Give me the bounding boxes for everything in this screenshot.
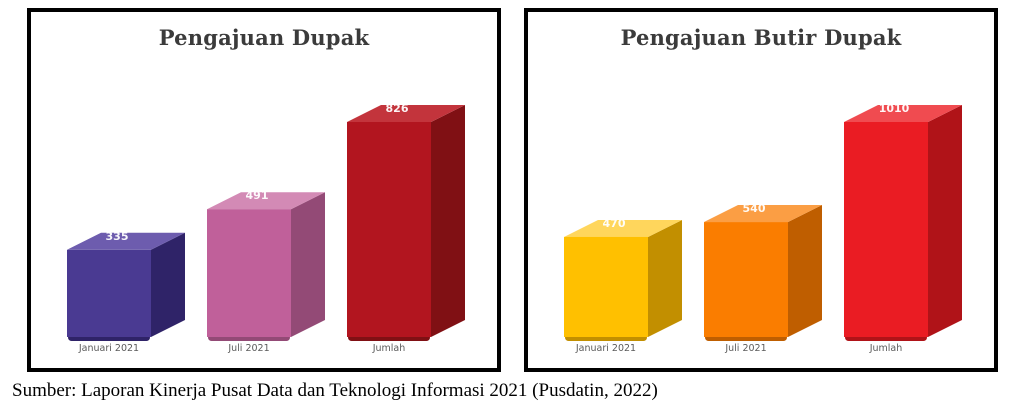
category-label: Juli 2021	[724, 343, 766, 354]
category-label: Jumlah	[372, 343, 406, 354]
category-label: Januari 2021	[78, 343, 139, 354]
chart-title: Pengajuan Dupak	[158, 25, 370, 50]
bar-top-face	[564, 219, 682, 237]
bar-front-face	[347, 122, 431, 337]
bar-top-face	[844, 105, 962, 122]
bar-top-face	[347, 105, 465, 122]
bar-group: 826 Jumlah	[347, 102, 465, 354]
bar-value-label: 1010	[879, 102, 910, 115]
bar-group: 335 Januari 2021	[67, 230, 185, 354]
bar-group: 540 Juli 2021	[704, 202, 822, 354]
bar-group: 491 Juli 2021	[207, 189, 325, 354]
bar-top-face	[207, 192, 325, 210]
bar-value-label: 826	[386, 102, 409, 115]
bar-top-face	[67, 232, 185, 250]
bar-side-face	[431, 105, 465, 337]
category-label: Jumlah	[869, 343, 903, 354]
category-label: Juli 2021	[227, 343, 269, 354]
bar-value-label: 540	[743, 202, 766, 215]
chart-pengajuan-butir-dupak: Pengajuan Butir Dupak 470 Januari 2021 540…	[524, 8, 998, 372]
bar-side-face	[648, 219, 682, 337]
bar-side-face	[291, 192, 325, 337]
bar-side-face	[151, 232, 185, 337]
bar-front-face	[207, 209, 291, 337]
charts-row: Pengajuan Dupak 335 Januari 2021 491 Juli 2…	[27, 8, 998, 372]
bar-group: 1010 Jumlah	[844, 102, 962, 354]
bar-front-face	[67, 249, 151, 337]
bar-group: 470 Januari 2021	[564, 217, 682, 354]
bar-front-face	[704, 222, 788, 337]
bar-value-label: 491	[246, 189, 269, 202]
bar-front-face	[564, 236, 648, 337]
chart-pengajuan-dupak: Pengajuan Dupak 335 Januari 2021 491 Juli 2…	[27, 8, 501, 372]
bar-value-label: 335	[106, 230, 129, 243]
category-label: Januari 2021	[575, 343, 636, 354]
bar-value-label: 470	[603, 217, 626, 230]
bar-front-face	[844, 122, 928, 337]
chart-title: Pengajuan Butir Dupak	[620, 25, 902, 50]
bar-chart-canvas: 470 Januari 2021 540 Juli 2021 1010 Jumlah	[564, 102, 962, 354]
bar-side-face	[928, 105, 962, 337]
bar-top-face	[704, 205, 822, 223]
bar-chart-canvas: 335 Januari 2021 491 Juli 2021 826 Jumlah	[67, 102, 465, 354]
bar-side-face	[788, 205, 822, 337]
source-caption: Sumber: Laporan Kinerja Pusat Data dan T…	[12, 380, 658, 401]
